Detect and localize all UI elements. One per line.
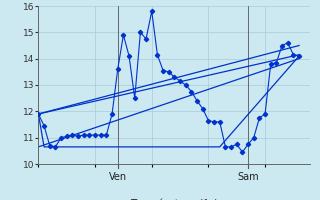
Text: Ven: Ven [109,172,127,182]
Text: Sam: Sam [237,172,259,182]
Text: Température (°c): Température (°c) [130,199,219,200]
